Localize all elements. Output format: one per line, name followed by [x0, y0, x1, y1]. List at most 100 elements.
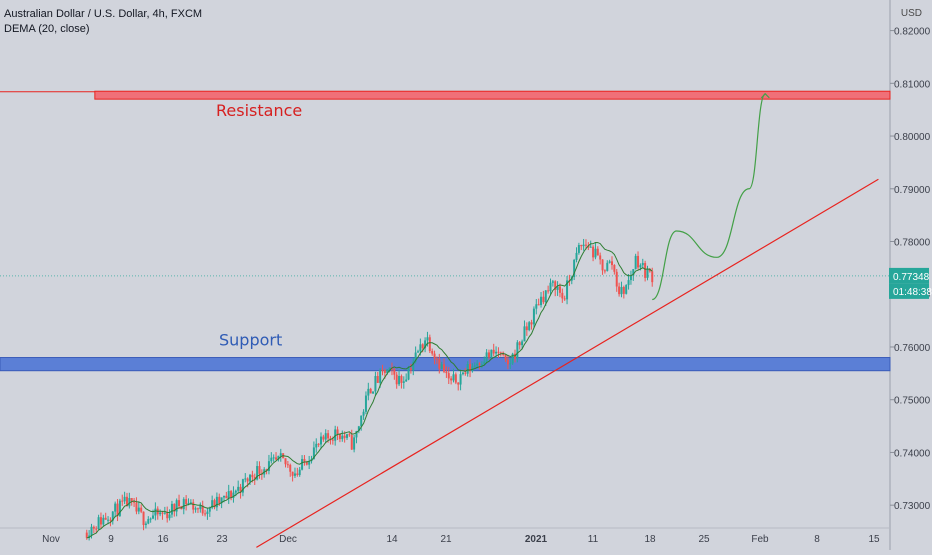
candle-body — [305, 461, 308, 465]
candle — [523, 320, 526, 342]
candle — [402, 376, 405, 389]
symbol-title[interactable]: Australian Dollar / U.S. Dollar, 4h, FXC… — [4, 8, 203, 20]
lines-layer — [86, 93, 879, 548]
candle-body — [308, 461, 311, 465]
candle-body — [428, 337, 431, 351]
candle — [443, 358, 446, 374]
candle-body — [549, 282, 552, 292]
candle — [641, 258, 644, 269]
candle-body — [225, 495, 228, 499]
candle-body — [317, 443, 320, 445]
candle-body — [322, 436, 325, 440]
candle-body — [279, 453, 282, 456]
candle-body — [244, 478, 247, 480]
candle-body — [412, 361, 415, 371]
resistance-label: Resistance — [216, 101, 302, 120]
time-tick-label: 21 — [440, 534, 452, 545]
candle-body — [324, 433, 327, 440]
candle-body — [627, 280, 630, 286]
resistance-zone[interactable] — [94, 90, 891, 100]
candle — [372, 391, 375, 395]
candle — [464, 368, 467, 376]
candle-body — [490, 349, 493, 358]
candle — [206, 508, 209, 520]
candle-body — [473, 365, 476, 367]
projection-path[interactable] — [651, 93, 766, 301]
candle — [161, 510, 164, 520]
candle-body — [504, 354, 507, 360]
candle — [400, 374, 403, 389]
candle — [452, 368, 455, 383]
candle-body — [542, 296, 545, 303]
candle-body — [521, 341, 524, 346]
candle-body — [258, 466, 261, 474]
candle — [606, 260, 609, 272]
candle — [324, 429, 327, 444]
candle — [258, 461, 261, 479]
candle-body — [286, 464, 289, 466]
candle — [416, 349, 419, 353]
candle-body — [152, 515, 155, 519]
dema-line[interactable] — [86, 241, 653, 539]
candle-body — [102, 517, 105, 525]
candle — [85, 529, 88, 540]
candle-body — [596, 248, 599, 256]
candle-body — [130, 498, 133, 502]
candle-body — [97, 517, 100, 529]
candle — [637, 251, 640, 270]
candle-body — [424, 340, 427, 349]
candle-body — [360, 415, 363, 427]
candle-body — [558, 286, 561, 293]
candle — [95, 526, 98, 533]
candle — [163, 506, 166, 515]
candle — [601, 259, 604, 275]
candle-body — [270, 457, 273, 462]
projection-arrowhead — [760, 93, 770, 99]
candle-body — [452, 374, 455, 381]
trendline[interactable] — [256, 178, 879, 548]
candle — [338, 433, 341, 443]
candle-body — [149, 518, 152, 520]
candle-body — [128, 498, 131, 507]
candle-body — [511, 353, 514, 364]
candle — [336, 426, 339, 441]
candle — [611, 256, 614, 270]
candle — [485, 349, 488, 364]
time-tick-label: Dec — [279, 534, 297, 545]
candle-body — [327, 433, 330, 439]
candle — [116, 499, 119, 522]
candle — [147, 516, 150, 525]
candle — [540, 292, 543, 308]
candle — [480, 361, 483, 369]
candle — [547, 285, 550, 294]
candle-body — [234, 490, 237, 493]
candle-body — [561, 292, 564, 299]
candle — [478, 362, 481, 370]
candle — [622, 285, 625, 299]
candle — [241, 478, 244, 497]
candle-body — [372, 391, 375, 394]
candle-body — [421, 344, 424, 349]
candle-body — [104, 517, 107, 520]
candle-body — [431, 350, 434, 354]
indicator-legend[interactable]: DEMA (20, close) — [4, 23, 90, 35]
candle — [518, 340, 521, 350]
candle-body — [206, 511, 209, 515]
candle — [575, 247, 578, 263]
candle — [118, 498, 121, 517]
candle-body — [457, 382, 460, 385]
candle-body — [194, 508, 197, 510]
current-price-tag[interactable] — [889, 267, 929, 284]
time-tick-label: 8 — [814, 534, 820, 545]
candle-body — [379, 369, 382, 383]
candle-body — [618, 286, 621, 295]
candle — [284, 458, 287, 468]
candle-body — [107, 519, 110, 521]
candle-body — [582, 244, 585, 247]
candle-body — [230, 491, 233, 498]
candle — [492, 343, 495, 357]
